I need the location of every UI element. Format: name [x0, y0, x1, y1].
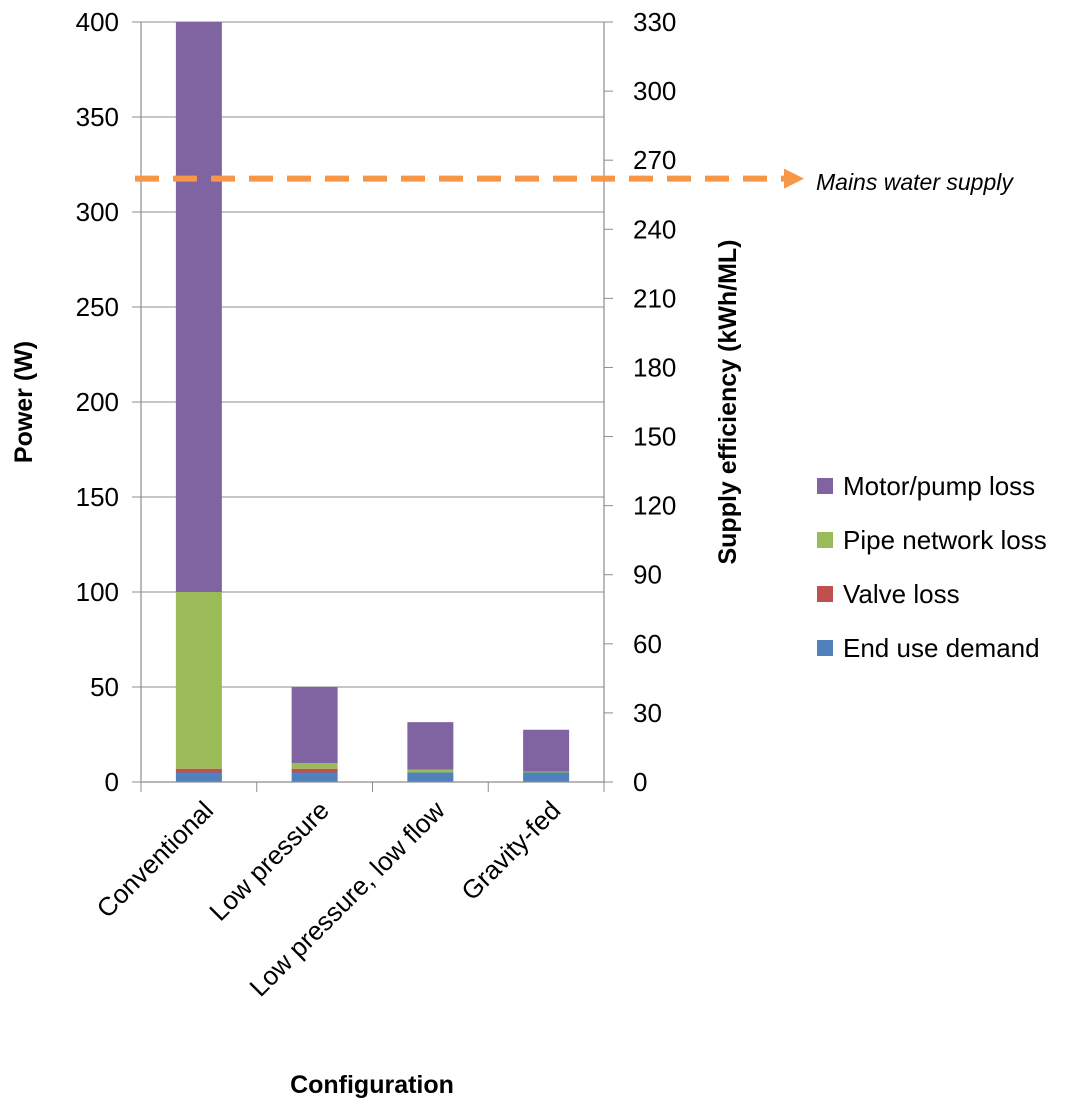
y2-axis-title: Supply efficiency (kWh/ML) — [714, 239, 742, 564]
legend-label: Pipe network loss — [843, 525, 1047, 555]
legend-label: Valve loss — [843, 579, 960, 609]
bar-segment — [291, 687, 338, 763]
mains-water-supply-line — [135, 168, 804, 189]
y-tick-label: 0 — [105, 767, 119, 797]
y-tick-label: 250 — [76, 292, 119, 322]
bar-segment — [175, 22, 222, 592]
y2-tick-label: 150 — [633, 422, 676, 452]
y2-tick-label: 30 — [633, 698, 662, 728]
y-tick-label: 300 — [76, 197, 119, 227]
category-label: Low pressure, low flow — [243, 795, 450, 1002]
y2-tick-label: 90 — [633, 560, 662, 590]
legend-label: Motor/pump loss — [843, 471, 1035, 501]
reference-arrowhead — [784, 168, 804, 189]
y-tick-label: 350 — [76, 102, 119, 132]
bar-segment — [291, 763, 338, 769]
legend-swatch — [817, 532, 833, 548]
bars — [175, 22, 570, 782]
y2-tick-label: 0 — [633, 767, 647, 797]
y2-tick-label: 60 — [633, 629, 662, 659]
y2-tick-label: 180 — [633, 352, 676, 382]
reference-line-label: Mains water supply — [816, 169, 1014, 195]
y-tick-label: 50 — [90, 672, 119, 702]
bar-segment — [407, 769, 454, 773]
bar-segment — [175, 592, 222, 769]
bar-segment — [407, 772, 454, 782]
bar-segment — [291, 768, 338, 773]
y2-tick-label: 120 — [633, 491, 676, 521]
y2-tick-label: 300 — [633, 76, 676, 106]
y-tick-label: 200 — [76, 387, 119, 417]
bar-segment — [523, 729, 570, 772]
left-tick-labels: 0 50 100 150 200 250 300 350 400 — [76, 7, 141, 797]
legend-label: End use demand — [843, 633, 1040, 663]
category-label: Gravity-fed — [455, 795, 566, 906]
y2-tick-label: 330 — [633, 7, 676, 37]
bar-segment — [175, 768, 222, 773]
y-tick-label: 400 — [76, 7, 119, 37]
legend-swatch — [817, 478, 833, 494]
category-label: Conventional — [91, 795, 220, 924]
y2-tick-label: 210 — [633, 283, 676, 313]
bar-segment — [523, 772, 570, 782]
bar-segment — [175, 772, 222, 782]
y-tick-label: 150 — [76, 482, 119, 512]
bar-segment — [407, 722, 454, 770]
bar-segment — [291, 772, 338, 782]
legend: Motor/pump loss Pipe network loss Valve lo… — [817, 471, 1047, 663]
legend-swatch — [817, 586, 833, 602]
y-axis-title: Power (W) — [10, 341, 38, 463]
x-axis-title: Configuration — [290, 1071, 454, 1099]
y-tick-label: 100 — [76, 577, 119, 607]
legend-swatch — [817, 640, 833, 656]
bar-segment — [523, 771, 570, 773]
y2-tick-label: 270 — [633, 145, 676, 175]
category-label: Low pressure — [203, 795, 335, 927]
right-tick-labels: 0 30 60 90 120 150 180 210 240 270 300 330 — [604, 7, 676, 797]
y2-tick-label: 240 — [633, 214, 676, 244]
